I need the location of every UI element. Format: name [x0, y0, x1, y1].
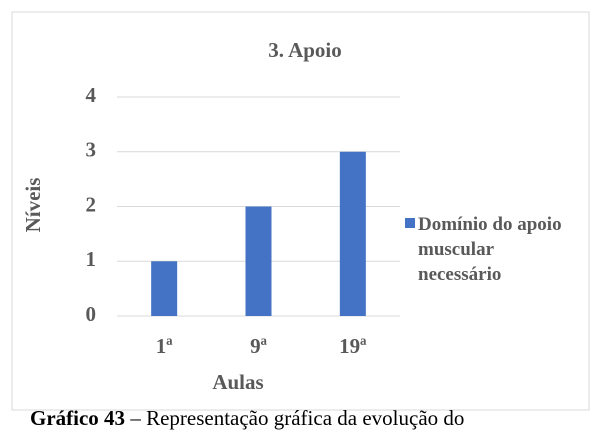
y-tick-label: 4 — [86, 83, 97, 107]
x-tick-label: 9ª — [250, 334, 268, 358]
y-tick-label: 0 — [86, 302, 97, 326]
caption: Gráfico 43 – Representação gráfica da ev… — [30, 406, 464, 431]
bar — [151, 261, 178, 316]
legend-label: Domínio do apoio muscular necessário — [418, 214, 562, 285]
chart-frame — [11, 11, 590, 411]
y-tick-label: 3 — [86, 138, 97, 162]
x-tick-label: 19ª — [339, 334, 367, 358]
y-axis-label: Níveis — [21, 178, 45, 233]
caption-label: Gráfico 43 — [30, 406, 126, 430]
x-tick-label: 1ª — [156, 334, 174, 358]
y-tick-label: 1 — [86, 247, 97, 271]
chart-title: 3. Apoio — [268, 38, 342, 62]
legend: Domínio do apoio muscular necessário — [418, 212, 568, 287]
legend-swatch — [405, 218, 415, 228]
y-tick-label: 2 — [86, 192, 97, 216]
bar — [339, 151, 366, 316]
bar — [245, 206, 272, 316]
caption-text: – Representação gráfica da evolução do — [130, 406, 465, 430]
x-axis-label: Aulas — [212, 370, 263, 394]
